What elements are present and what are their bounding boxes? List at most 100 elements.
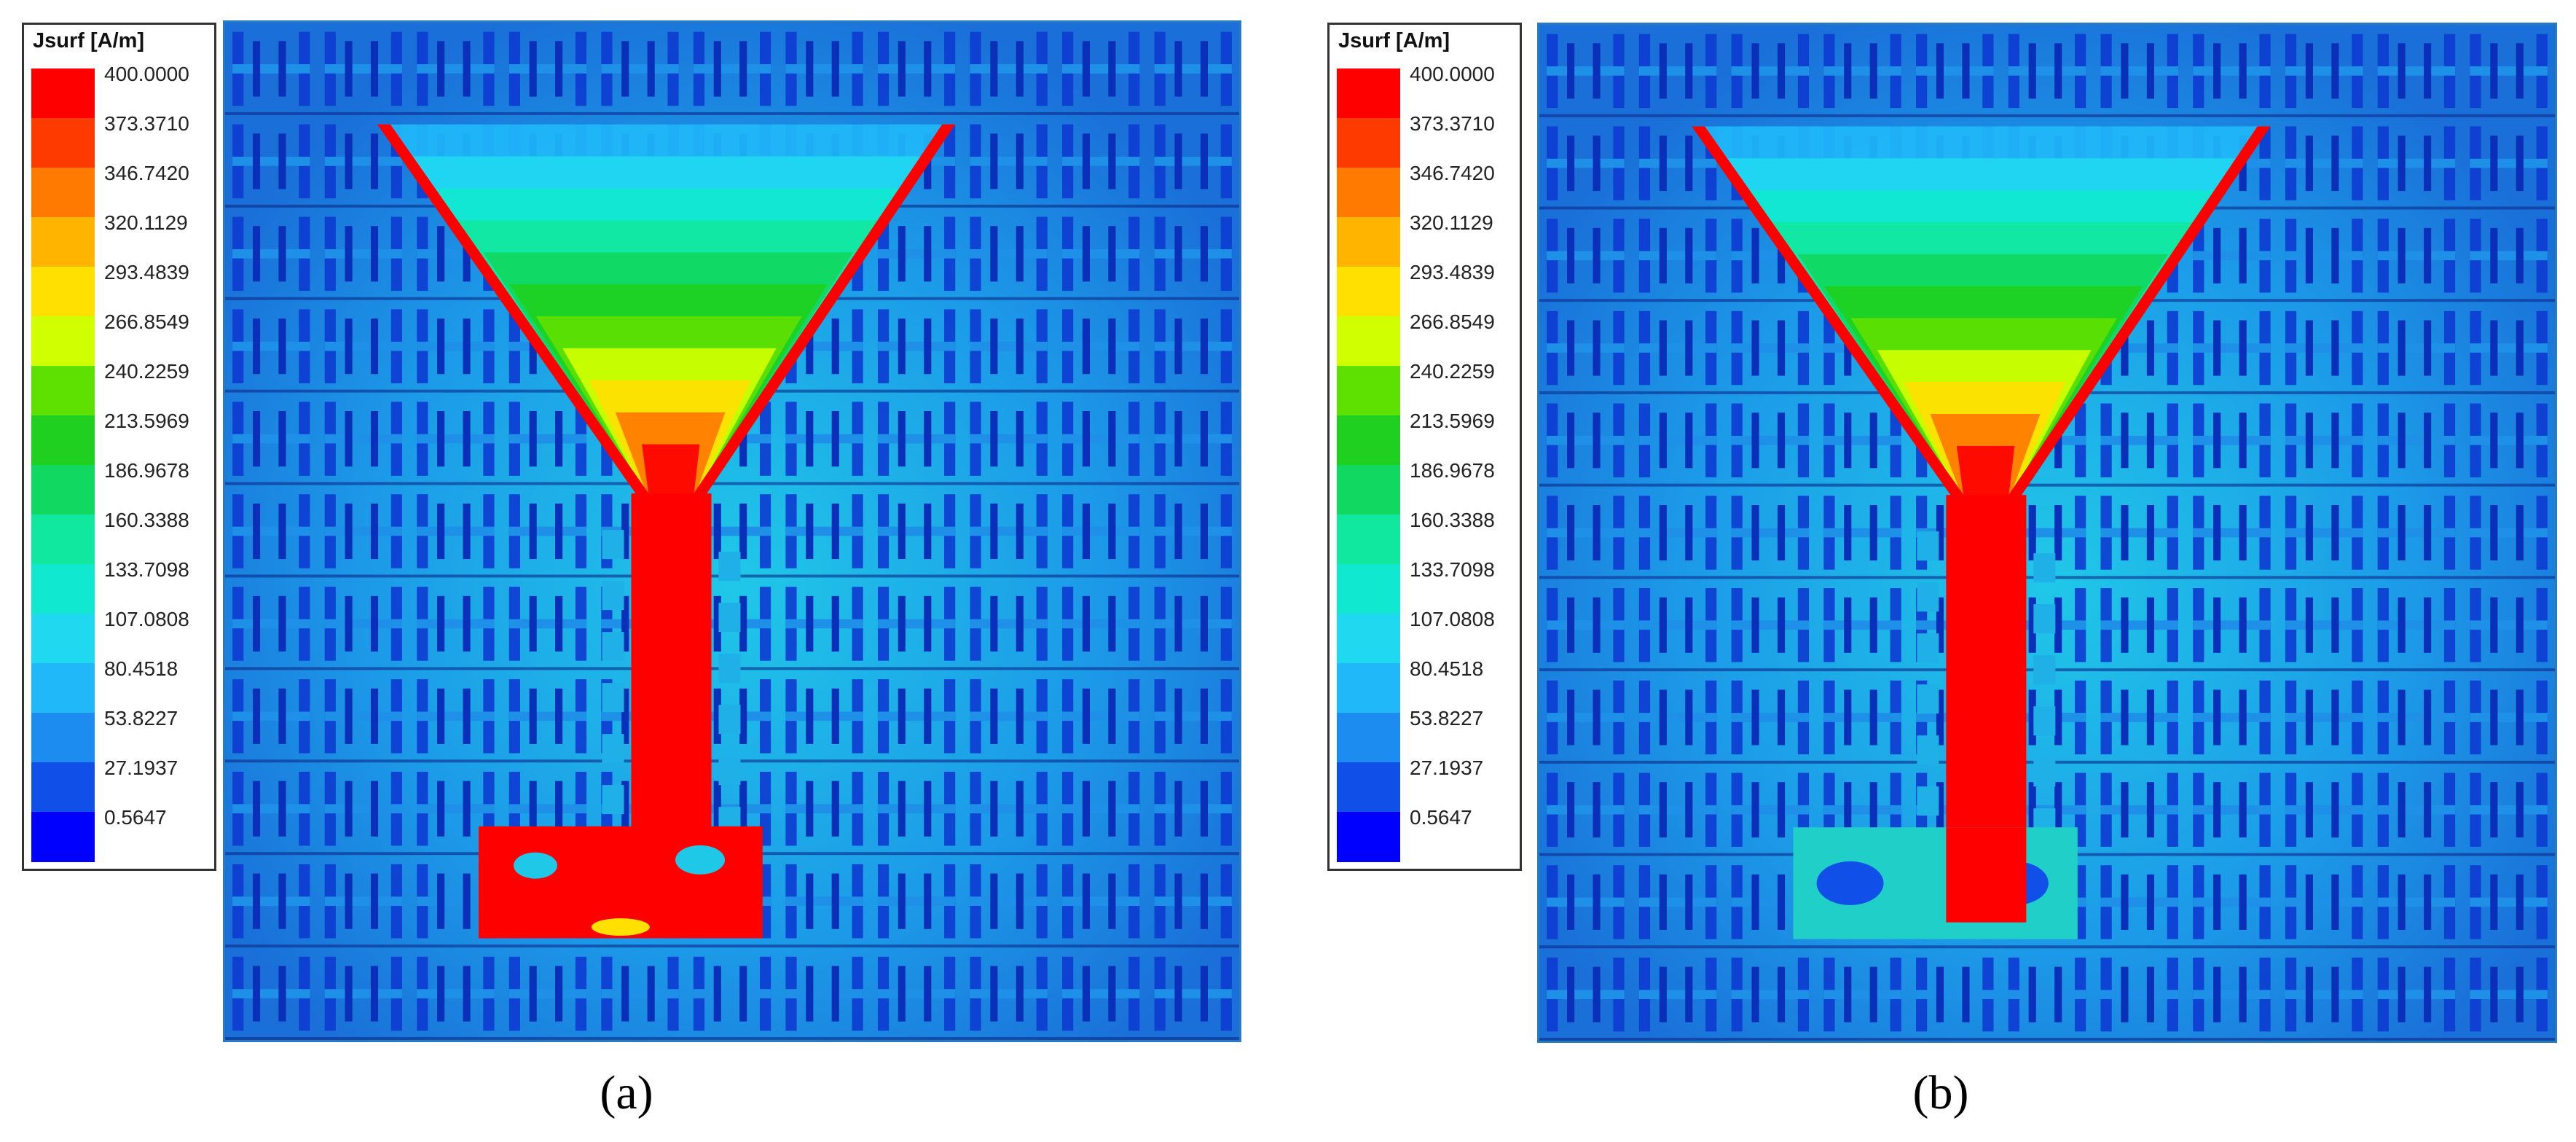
unit-cell xyxy=(501,956,594,1040)
unit-cell xyxy=(870,31,963,115)
colorbar-swatch xyxy=(31,69,95,119)
unit-cell xyxy=(2277,310,2371,394)
unit-cell xyxy=(225,31,318,115)
unit-cell xyxy=(1147,679,1239,763)
unit-cell xyxy=(225,494,318,578)
colorbar-tick-label: 400.0000 xyxy=(104,63,189,85)
unit-cell xyxy=(409,679,502,763)
colorbar-tick-label: 133.7098 xyxy=(1410,558,1495,581)
colorbar-swatch xyxy=(1337,69,1400,119)
unit-cell xyxy=(2462,219,2555,302)
unit-cell xyxy=(2277,34,2371,117)
unit-cell xyxy=(2093,588,2186,672)
unit-cell xyxy=(1724,310,1817,394)
unit-cell xyxy=(1054,771,1147,856)
unit-cell xyxy=(870,309,963,393)
colorbar-swatch xyxy=(1337,762,1400,813)
unit-cell xyxy=(778,587,871,670)
unit-cell xyxy=(225,587,318,670)
unit-cell xyxy=(962,864,1055,948)
colorbar-legend-a: Jsurf [A/m] 400.0000 373.3710 346.7420 320.… xyxy=(22,23,216,871)
colorbar-tick-label: 373.3710 xyxy=(104,112,189,135)
unit-cell xyxy=(2462,496,2555,579)
colorbar-tick-label: 293.4839 xyxy=(104,261,189,283)
colorbar-tick-label: 160.3388 xyxy=(1410,509,1495,531)
unit-cell xyxy=(962,124,1055,208)
colorbar-tick-label: 186.9678 xyxy=(104,459,189,482)
unit-cell xyxy=(1539,496,1632,579)
fan-left-edge xyxy=(377,124,654,501)
unit-cell xyxy=(225,402,318,485)
colorbar-title-b: Jsurf [A/m] xyxy=(1338,29,1450,52)
field-map-b xyxy=(1539,25,2555,1041)
unit-cell xyxy=(2277,957,2371,1041)
unit-cell xyxy=(1054,124,1147,208)
colorbar-tick-label: 320.1129 xyxy=(104,211,188,234)
unit-cell xyxy=(2186,680,2278,764)
unit-cell xyxy=(225,956,318,1040)
colorbar-swatch xyxy=(31,564,95,614)
unit-cell xyxy=(1147,494,1239,578)
unit-cell xyxy=(2370,588,2463,672)
unit-cell xyxy=(317,402,410,485)
unit-cell xyxy=(870,679,963,763)
colorbar-swatch xyxy=(31,515,95,565)
unit-cell xyxy=(317,956,410,1040)
unit-cell xyxy=(870,494,963,578)
unit-cell xyxy=(1724,588,1817,672)
unit-cell xyxy=(2277,865,2371,949)
colorbar-swatch xyxy=(1337,415,1400,466)
feed-stem xyxy=(1946,495,2027,891)
unit-cell xyxy=(2370,34,2463,117)
unit-cell xyxy=(1631,496,1724,579)
unit-cell xyxy=(1147,216,1239,300)
radiating-fan xyxy=(377,124,956,939)
unit-cell xyxy=(1908,34,2001,117)
unit-cell xyxy=(409,31,502,115)
unit-cell xyxy=(1054,31,1147,115)
unit-cell xyxy=(2093,773,2186,856)
unit-cell xyxy=(2186,773,2278,856)
unit-cell xyxy=(317,309,410,393)
unit-cell xyxy=(962,309,1055,393)
unit-cell xyxy=(778,771,871,856)
colorbar-tick-label: 266.8549 xyxy=(1410,310,1495,333)
unit-cell xyxy=(962,587,1055,670)
unit-cell xyxy=(501,402,594,485)
colorbar-swatch xyxy=(1337,663,1400,713)
unit-cell xyxy=(2277,403,2371,487)
colorbar-swatch xyxy=(31,713,95,763)
colorbar-swatch xyxy=(31,762,95,813)
unit-cell xyxy=(501,31,594,115)
unit-cell xyxy=(1054,679,1147,763)
unit-cell xyxy=(778,402,871,485)
unit-cell xyxy=(2370,957,2463,1041)
field-map-a xyxy=(225,23,1239,1040)
fan-contour-band xyxy=(1956,445,2015,503)
unit-cell xyxy=(409,309,502,393)
unit-cell xyxy=(2093,496,2186,579)
unit-cell xyxy=(1539,126,1632,210)
unit-cell xyxy=(1816,496,1909,579)
colorbar-tick-label: 240.2259 xyxy=(1410,360,1495,383)
unit-cell xyxy=(2277,219,2371,302)
unit-cell xyxy=(1054,216,1147,300)
unit-cell xyxy=(1054,402,1147,485)
unit-cell xyxy=(2370,403,2463,487)
colorbar-swatch xyxy=(1337,564,1400,614)
colorbar-swatch xyxy=(1337,267,1400,317)
unit-cell xyxy=(1147,31,1239,115)
unit-cell xyxy=(2462,34,2555,117)
unit-cell xyxy=(2186,219,2278,302)
colorbar-swatch xyxy=(31,267,95,317)
current-density-plot-b xyxy=(1537,23,2557,1043)
radiating-fan xyxy=(1692,126,2271,939)
colorbar-swatch xyxy=(1337,713,1400,763)
unit-cell xyxy=(2370,773,2463,856)
unit-cell xyxy=(2462,310,2555,394)
colorbar-swatch xyxy=(1337,217,1400,267)
unit-cell xyxy=(1631,957,1724,1041)
caption-b: (b) xyxy=(1912,1066,1969,1119)
current-density-plot-a xyxy=(223,20,1241,1042)
fan-left-edge xyxy=(1692,126,1969,503)
